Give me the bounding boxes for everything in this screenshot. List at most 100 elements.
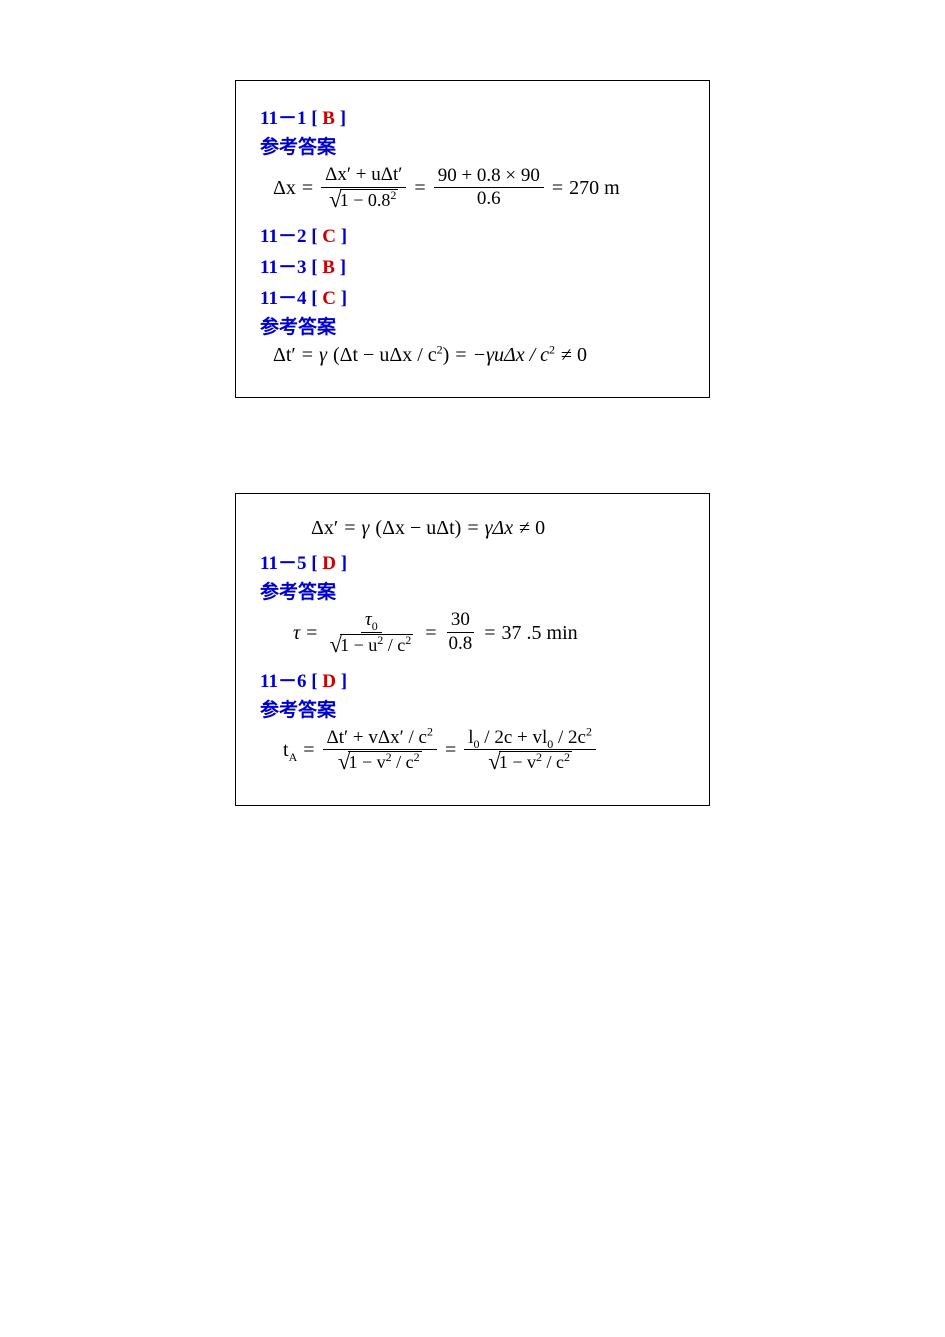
eq-lhs: Δx (273, 178, 296, 198)
label-prefix: 11－1 (260, 108, 306, 129)
fraction-1: Δx′ + uΔt′ √ 1 − 0.82 (321, 165, 406, 211)
result: 37 .5 min (502, 623, 578, 643)
denominator: √ 1 − v2 / c2 (334, 750, 426, 773)
bracket-open: [ (311, 108, 322, 129)
equals: = (344, 518, 355, 538)
base: 1 − v (348, 752, 385, 772)
bracket-close: ] (336, 288, 347, 309)
equals: = (445, 740, 456, 760)
exp: 2 (549, 342, 555, 356)
sqrt: √ 1 − 0.82 (329, 189, 398, 211)
answer-letter: B (322, 257, 335, 278)
paren-base: (Δt − uΔx / c (333, 344, 437, 366)
fraction-1: τ0 √ 1 − u2 / c2 (325, 610, 417, 656)
exp: 2 (564, 750, 570, 764)
answer-letter: D (322, 671, 336, 692)
bracket-open: [ (311, 226, 322, 247)
bracket-close: ] (335, 257, 346, 278)
paren-close: ) (443, 344, 450, 366)
problem-11-3: 11－3 [ B ] (260, 252, 685, 279)
rhs-base: −γuΔx / c (473, 344, 549, 366)
base: 1 − u (340, 635, 377, 655)
exp: 2 (427, 724, 433, 738)
numerator: τ0 (361, 610, 382, 633)
mid: / c (383, 635, 405, 655)
solutions-box-1: 11－1 [ B ] 参考答案 Δx = Δx′ + uΔt′ √ 1 − 0.… (235, 80, 710, 398)
fraction-2: 90 + 0.8 × 90 0.6 (434, 166, 544, 211)
page: 11－1 [ B ] 参考答案 Δx = Δx′ + uΔt′ √ 1 − 0.… (0, 0, 945, 806)
fraction-2: l0 / 2c + vl0 / 2c2 √ 1 − v2 / c2 (464, 728, 596, 774)
radicand: 1 − u2 / c2 (340, 634, 413, 656)
reference-answer-label: 参考答案 (260, 695, 685, 722)
bracket-close: ] (335, 108, 346, 129)
problem-11-4: 11－4 [ C ] (260, 283, 685, 310)
numerator: Δt′ + vΔx′ / c2 (323, 728, 437, 751)
radicand-exp: 2 (390, 188, 396, 202)
label-prefix: 11－6 (260, 671, 306, 692)
fraction-2: 30 0.8 (445, 610, 477, 655)
equation-delta-t-prime: Δt′ = γ (Δt − uΔx / c2) = −γuΔx / c2 ≠ 0 (270, 345, 685, 365)
exp: 2 (586, 724, 592, 738)
denominator: 0.8 (445, 633, 477, 655)
problem-11-6: 11－6 [ D ] (260, 666, 685, 693)
sqrt: √ 1 − v2 / c2 (338, 751, 422, 773)
answer-letter: D (322, 553, 336, 574)
gamma: γ (362, 518, 370, 538)
radicand: 1 − 0.82 (340, 189, 399, 211)
mid: / c (392, 752, 414, 772)
answer-letter: B (322, 108, 335, 129)
answer-letter: C (322, 288, 336, 309)
bracket-open: [ (311, 553, 322, 574)
problem-11-5: 11－5 [ D ] (260, 548, 685, 575)
sub: 0 (372, 619, 378, 633)
exp: 2 (405, 633, 411, 647)
numerator: 30 (447, 610, 474, 633)
equals: = (425, 623, 436, 643)
mid: / 2c + vl (480, 727, 548, 748)
equals: = (455, 345, 466, 365)
equals: = (484, 623, 495, 643)
solutions-box-2: Δx′ = γ (Δx − uΔt) = γΔx ≠ 0 11－5 [ D ] … (235, 493, 710, 807)
radical-icon: √ (329, 636, 342, 654)
numerator: Δx′ + uΔt′ (321, 165, 406, 188)
equation-delta-x-prime: Δx′ = γ (Δx − uΔt) = γΔx ≠ 0 (308, 518, 685, 538)
numerator: l0 / 2c + vl0 / 2c2 (464, 728, 596, 751)
reference-answer-label: 参考答案 (260, 132, 685, 159)
equals: = (552, 178, 563, 198)
equation-t-A: tA = Δt′ + vΔx′ / c2 √ 1 − v2 / c2 = l0 … (280, 728, 685, 774)
equals: = (302, 345, 313, 365)
problem-11-2: 11－2 [ C ] (260, 221, 685, 248)
reference-answer-label: 参考答案 (260, 577, 685, 604)
bracket-open: [ (311, 671, 322, 692)
base: 1 − v (499, 752, 536, 772)
neq: ≠ 0 (519, 518, 545, 538)
paren-term: (Δx − uΔt) (375, 518, 461, 538)
label-prefix: 11－2 (260, 226, 306, 247)
radicand: 1 − v2 / c2 (348, 751, 421, 773)
label-prefix: 11－5 (260, 553, 306, 574)
rhs: −γuΔx / c2 (473, 345, 555, 365)
bracket-open: [ (311, 257, 322, 278)
eq-lhs: Δt′ (273, 345, 296, 365)
equals: = (303, 740, 314, 760)
fraction-1: Δt′ + vΔx′ / c2 √ 1 − v2 / c2 (323, 728, 437, 774)
denominator: √ 1 − 0.82 (325, 188, 402, 211)
denominator: 0.6 (473, 188, 505, 210)
gamma: γ (319, 345, 327, 365)
eq-lhs: τ (293, 623, 300, 643)
rhs: γΔx (485, 518, 514, 538)
problem-11-1: 11－1 [ B ] (260, 103, 685, 130)
radicand-base: 1 − 0.8 (340, 190, 391, 210)
bracket-close: ] (336, 671, 347, 692)
equation-tau: τ = τ0 √ 1 − u2 / c2 = 30 0.8 = 37 .5 mi… (290, 610, 685, 656)
tail: / 2c (553, 727, 586, 748)
equals: = (467, 518, 478, 538)
reference-answer-label: 参考答案 (260, 312, 685, 339)
radical-icon: √ (338, 753, 351, 771)
denominator: √ 1 − v2 / c2 (484, 750, 576, 773)
numerator: 90 + 0.8 × 90 (434, 166, 544, 189)
mid: / c (542, 752, 564, 772)
sqrt: √ 1 − u2 / c2 (329, 634, 413, 656)
tau: τ (365, 609, 372, 630)
bracket-close: ] (336, 226, 347, 247)
